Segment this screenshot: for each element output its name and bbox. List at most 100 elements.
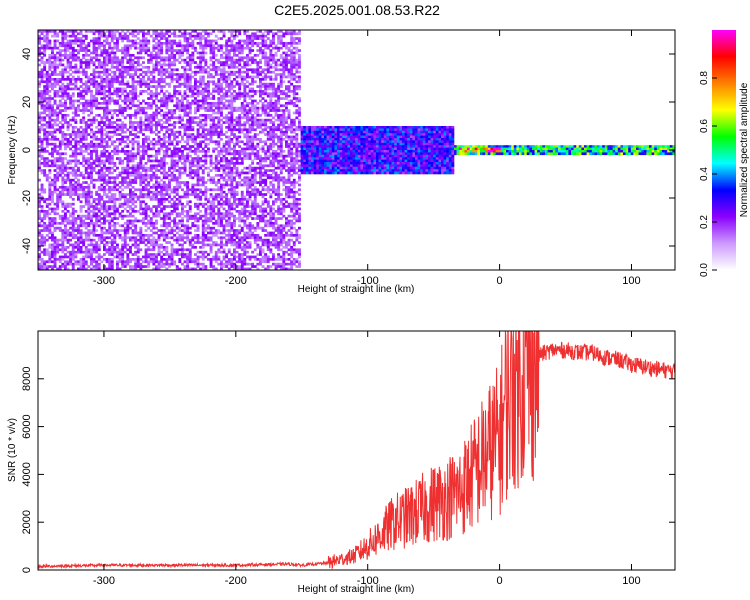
spectrogram-cell — [227, 171, 231, 175]
spectrogram-cell — [212, 30, 216, 33]
spectrogram-cell — [225, 130, 229, 134]
spectrogram-cell — [108, 205, 112, 208]
spectrogram-cell — [214, 234, 218, 237]
spectrogram-cell — [207, 128, 210, 132]
spectrogram-cell — [53, 219, 57, 223]
spectrogram-cell — [82, 70, 86, 74]
spectrogram-cell — [121, 130, 125, 134]
spectrogram-cell — [165, 231, 169, 235]
spectrogram-cell — [56, 222, 60, 225]
spectrogram-cell — [43, 157, 47, 160]
spectrogram-cell — [170, 226, 174, 230]
spectrogram-cell — [160, 118, 164, 122]
spectrogram-cell — [173, 133, 177, 136]
spectrogram-cell — [157, 82, 161, 86]
spectrogram-cell — [45, 44, 49, 48]
spectrogram-cell — [82, 260, 86, 264]
spectrogram-cell — [48, 66, 52, 69]
spectrogram-cell — [84, 181, 88, 184]
spectrogram-cell — [173, 169, 177, 172]
spectrogram-cell — [207, 87, 210, 91]
spectrogram-cell — [74, 49, 78, 52]
spectrogram-cell — [214, 147, 218, 151]
spectrogram-cell — [155, 58, 158, 62]
spectrogram-cell — [56, 66, 60, 69]
spectrogram-cell — [113, 169, 117, 172]
spectrogram-cell — [181, 135, 184, 139]
spectrogram-cell — [77, 217, 80, 220]
spectrogram-cell — [220, 61, 223, 64]
spectrogram-cell — [214, 54, 218, 57]
spectrogram-cell — [82, 135, 86, 139]
spectrogram-cell — [61, 181, 65, 184]
spectrogram-cell — [214, 183, 218, 187]
spectrogram-cell — [225, 42, 229, 45]
spectrogram-cell — [84, 195, 88, 199]
spectrogram-cell — [134, 154, 138, 158]
spectrogram-cell — [84, 58, 88, 62]
spectrogram-cell — [209, 164, 213, 168]
spectrogram-cell — [92, 234, 96, 237]
spectrogram-cell — [199, 150, 203, 153]
spectrogram-cell — [230, 44, 234, 48]
spectrogram-cell — [129, 140, 132, 144]
spectrogram-cell — [100, 82, 104, 86]
spectrogram-cell — [199, 126, 203, 129]
spectrogram-cell — [183, 231, 187, 235]
spectrogram-cell — [51, 118, 54, 122]
spectrogram-cell — [173, 195, 177, 199]
spectrogram-cell — [149, 210, 153, 213]
spectrogram-cell — [149, 51, 153, 55]
spectrogram-cell — [87, 58, 91, 62]
spectrogram-cell — [95, 99, 99, 103]
spectrogram-cell — [196, 99, 200, 103]
spectrogram-cell — [165, 49, 169, 52]
spectrogram-cell — [173, 78, 177, 81]
spectrogram-cell — [71, 32, 75, 36]
spectrogram-cell — [51, 200, 54, 204]
spectrogram-cell — [123, 207, 127, 211]
spectrogram-cell — [100, 130, 104, 134]
spectrogram-cell — [131, 169, 135, 172]
spectrogram-cell — [64, 66, 67, 69]
spectrogram-cell — [173, 219, 177, 223]
spectrogram-cell — [152, 159, 156, 163]
spectrogram-cell — [196, 205, 200, 208]
spectrogram-cell — [103, 90, 106, 93]
spectrogram-cell — [238, 46, 242, 50]
spectrogram-cell — [157, 200, 161, 204]
spectrogram-cell — [97, 159, 101, 163]
spectrogram-cell — [116, 174, 119, 177]
spectrogram-cell — [183, 126, 187, 129]
spectrogram-cell — [121, 34, 125, 38]
spectrogram-cell — [90, 181, 93, 184]
spectrogram-cell — [209, 114, 213, 117]
spectrogram-cell — [170, 44, 174, 48]
spectrogram-cell — [66, 231, 70, 235]
spectrogram-cell — [165, 118, 169, 122]
spectrogram-cell — [199, 32, 203, 36]
spectrogram-cell — [191, 128, 195, 132]
spectrogram-cell — [131, 99, 135, 103]
spectrogram-cell — [217, 200, 221, 204]
spectrogram-cell — [201, 243, 205, 247]
spectrogram-cell — [45, 212, 49, 216]
spectrogram-cell — [97, 265, 101, 268]
spectrogram-cell — [79, 162, 83, 165]
spectrogram-cell — [87, 75, 91, 79]
spectrogram-cell — [38, 229, 41, 232]
spectrogram-cell — [165, 241, 169, 244]
spectrogram-cell — [129, 97, 132, 100]
spectrogram-cell — [53, 176, 57, 180]
spectrogram-cell — [170, 229, 174, 232]
spectrogram-cell — [222, 51, 226, 55]
spectrogram-cell — [56, 166, 60, 170]
spectrogram-cell — [149, 58, 153, 62]
spectrogram-cell — [136, 248, 140, 252]
spectrogram-cell — [188, 243, 192, 247]
spectrogram-cell — [191, 90, 195, 93]
spectrogram-cell — [121, 205, 125, 208]
spectrogram-cell — [129, 178, 132, 182]
spectrogram-cell — [43, 260, 47, 264]
spectrogram-cell — [118, 133, 122, 136]
